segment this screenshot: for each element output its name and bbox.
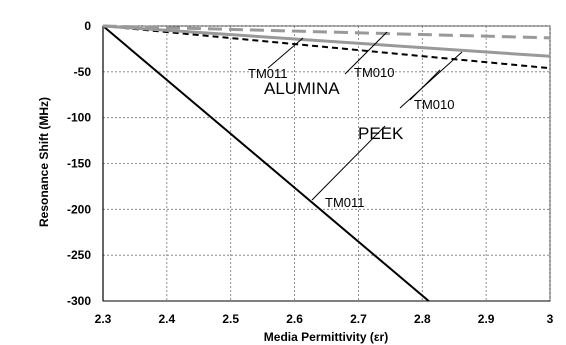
y-tick-label: -200: [67, 202, 91, 216]
x-tick-label: 2.8: [414, 312, 431, 326]
annotation-alumina-tm011: TM011: [248, 66, 288, 81]
x-tick-label: 2.3: [95, 312, 112, 326]
y-tick-label: -300: [67, 294, 91, 308]
annotation-leader-line: [409, 69, 441, 101]
x-axis-title: Media Permittivity (εr): [264, 330, 388, 344]
ticks-group: 0 -50 -100 -150 -200 -250 -300 2.3 2.4 2.5 2.6 2.7 2…: [67, 19, 554, 326]
series-line-3: [102, 24, 551, 58]
annotation-leaders: [267, 31, 463, 201]
annotation-leader-line: [267, 37, 304, 69]
x-tick-label: 3: [547, 312, 554, 326]
y-tick-label: -100: [67, 111, 91, 125]
annotation-peek-tm011: TM011: [325, 195, 365, 210]
annotation-peek-tm010: TM010: [414, 97, 454, 112]
x-tick-label: 2.5: [222, 312, 239, 326]
annotation-alumina: ALUMINA: [264, 79, 340, 98]
grid: [102, 25, 551, 302]
x-tick-label: 2.4: [159, 312, 176, 326]
annotation-leader-line: [344, 31, 388, 75]
y-tick-label: -50: [74, 65, 92, 79]
x-tick-label: 2.9: [478, 312, 495, 326]
y-tick-label: -250: [67, 248, 91, 262]
annotation-alumina-tm010: TM010: [354, 65, 394, 80]
series-line-2: [102, 25, 551, 70]
x-tick-label: 2.7: [350, 312, 367, 326]
plot-frame: [102, 25, 551, 302]
annotation-peek: PEEK: [358, 124, 404, 143]
x-tick-label: 2.6: [286, 312, 303, 326]
series-group: [102, 24, 551, 302]
series-line-1: [102, 25, 430, 302]
series-line-4: [102, 24, 551, 40]
y-tick-label: -150: [67, 157, 91, 171]
annotation-leader-line: [311, 125, 386, 201]
annotation-leader-line: [399, 51, 463, 109]
y-tick-label: 0: [84, 19, 91, 33]
y-axis-title: Resonance Shift (MHz): [37, 97, 51, 227]
